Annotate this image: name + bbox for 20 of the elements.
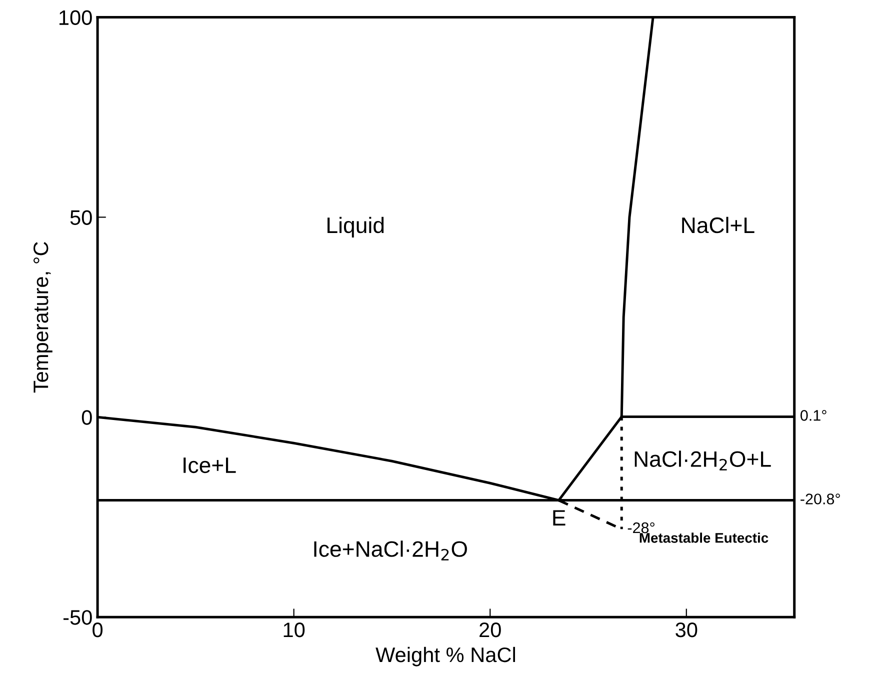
annotation: Liquid bbox=[328, 216, 384, 238]
annotation: E bbox=[553, 510, 566, 526]
x-tick-label: 10 bbox=[284, 622, 305, 638]
y-tick-label: -50 bbox=[64, 610, 92, 625]
annotation: -28° bbox=[628, 522, 654, 534]
annotation: NaCl+L bbox=[682, 216, 754, 234]
annotation: Metastable Eutectic bbox=[640, 532, 768, 543]
y-tick-label: 100 bbox=[60, 10, 92, 26]
annotation: 0.1° bbox=[800, 410, 826, 421]
annotation: -20.8° bbox=[800, 494, 840, 504]
y-tick-label: 50 bbox=[70, 210, 92, 225]
y-axis-title: Temperature, °C bbox=[34, 242, 52, 393]
x-tick-label: 20 bbox=[480, 622, 501, 638]
annotation: Ice+NaCl·2H$_{2}$O bbox=[314, 540, 467, 560]
annotation: NaCl·2H$_{2}$O+L bbox=[634, 450, 771, 470]
x-tick-label: 0 bbox=[92, 622, 103, 638]
x-tick-label: 30 bbox=[676, 622, 698, 638]
x-axis-title: Weight % NaCl bbox=[376, 646, 515, 666]
annotation: Ice+L bbox=[184, 458, 236, 474]
y-tick-label: 0 bbox=[82, 410, 92, 425]
